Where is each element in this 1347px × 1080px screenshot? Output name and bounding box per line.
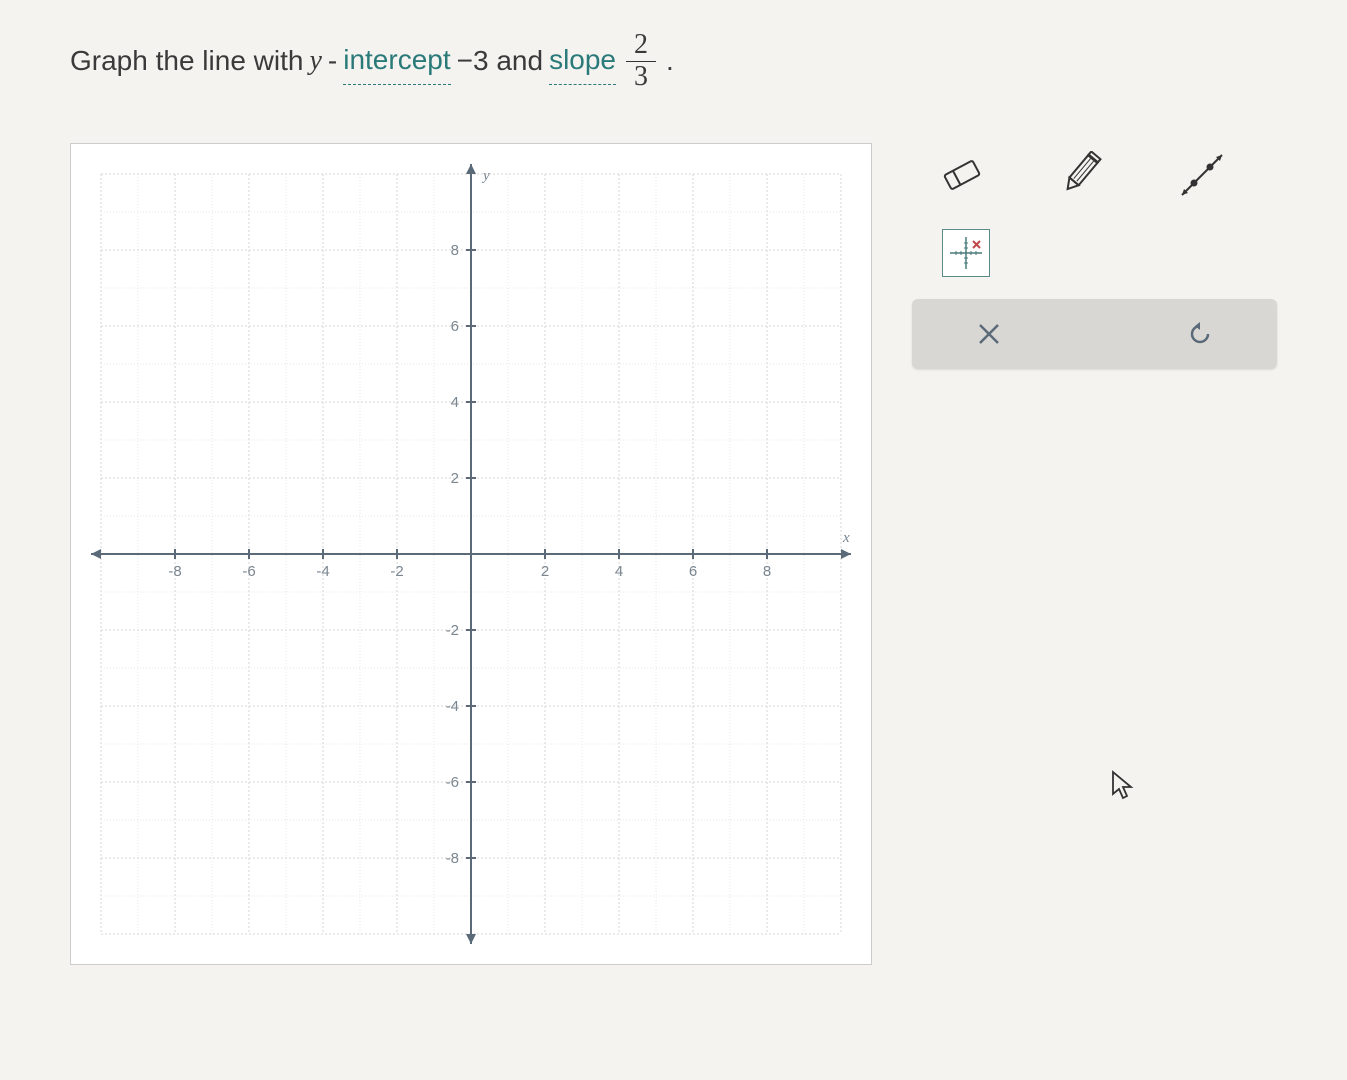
svg-text:y: y (481, 168, 490, 184)
graph-container: -8 -6 -4 -2 2 4 6 8 2 4 6 8 -2 -4 -6 -8 x y (70, 143, 872, 965)
prompt-period: . (666, 39, 674, 84)
svg-text:6: 6 (451, 318, 459, 335)
close-icon (976, 321, 1002, 347)
intercept-value: −3 and (457, 39, 543, 84)
svg-text:-6: -6 (446, 774, 459, 791)
content-row: -8 -6 -4 -2 2 4 6 8 2 4 6 8 -2 -4 -6 -8 x y (70, 143, 1277, 965)
prompt-dash: - (328, 39, 337, 84)
svg-text:8: 8 (763, 563, 771, 580)
svg-text:-2: -2 (390, 563, 403, 580)
tool-row-grid (912, 227, 1277, 279)
grid-reset-icon (948, 235, 984, 271)
coordinate-plane[interactable]: -8 -6 -4 -2 2 4 6 8 2 4 6 8 -2 -4 -6 -8 x y (81, 154, 861, 954)
grid-reset-button[interactable] (942, 229, 990, 277)
link-slope[interactable]: slope (549, 38, 616, 85)
svg-text:-4: -4 (316, 563, 329, 580)
svg-text:-2: -2 (446, 622, 459, 639)
exercise-page: Graph the line with y-intercept −3 and s… (0, 0, 1347, 1080)
prompt-text: Graph the line with y-intercept −3 and s… (70, 30, 1277, 93)
line-with-points-icon (1176, 149, 1228, 201)
fraction: 2 3 (626, 30, 656, 93)
fraction-numerator: 2 (626, 30, 656, 62)
svg-text:-8: -8 (446, 850, 459, 867)
svg-text:-8: -8 (168, 563, 181, 580)
clear-button[interactable] (972, 317, 1006, 351)
eraser-icon (936, 155, 988, 195)
svg-text:4: 4 (615, 563, 623, 580)
y-variable: y (309, 39, 321, 84)
svg-text:-4: -4 (446, 698, 459, 715)
link-intercept[interactable]: intercept (343, 38, 450, 85)
svg-text:8: 8 (451, 242, 459, 259)
svg-text:6: 6 (689, 563, 697, 580)
svg-text:4: 4 (451, 394, 459, 411)
toolbox (912, 143, 1277, 369)
pencil-tool[interactable] (1052, 145, 1112, 205)
eraser-tool[interactable] (932, 145, 992, 205)
undo-button[interactable] (1183, 317, 1217, 351)
svg-text:2: 2 (451, 470, 459, 487)
fraction-denominator: 3 (626, 62, 656, 93)
svg-text:x: x (842, 530, 850, 546)
pencil-icon (1056, 151, 1108, 199)
svg-text:2: 2 (541, 563, 549, 580)
tool-row-shapes (912, 143, 1277, 207)
action-bar (912, 299, 1277, 369)
undo-icon (1186, 320, 1214, 348)
line-tool[interactable] (1172, 145, 1232, 205)
svg-text:-6: -6 (242, 563, 255, 580)
prompt-prefix: Graph the line with (70, 39, 303, 84)
